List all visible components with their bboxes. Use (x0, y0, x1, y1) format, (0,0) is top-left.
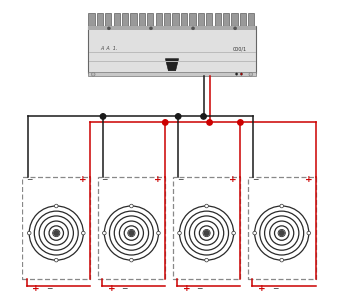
Text: −: − (177, 175, 183, 184)
Bar (130, 13, 137, 26)
Circle shape (249, 72, 252, 76)
Text: +: + (229, 175, 237, 184)
Circle shape (178, 231, 181, 235)
Text: −: − (252, 175, 258, 184)
Bar (232, 13, 238, 26)
Circle shape (235, 73, 238, 75)
Circle shape (175, 114, 181, 119)
Circle shape (129, 230, 134, 236)
Bar (198, 13, 204, 26)
Circle shape (238, 120, 243, 125)
Circle shape (204, 230, 209, 236)
Circle shape (205, 204, 208, 208)
Circle shape (201, 114, 206, 119)
Circle shape (307, 231, 311, 235)
Circle shape (207, 120, 212, 125)
Circle shape (234, 27, 237, 30)
Text: +: + (183, 284, 190, 293)
Circle shape (232, 231, 235, 235)
Circle shape (92, 72, 95, 76)
Text: −: − (272, 284, 278, 293)
Bar (172, 13, 179, 26)
Text: +: + (79, 175, 87, 184)
Circle shape (103, 231, 106, 235)
Circle shape (54, 204, 58, 208)
Circle shape (280, 204, 283, 208)
Bar (181, 13, 187, 26)
Bar (147, 13, 153, 26)
Bar (139, 13, 145, 26)
Text: −: − (101, 175, 108, 184)
Text: −: − (197, 284, 203, 293)
Bar (98, 177, 165, 279)
Text: +: + (32, 284, 40, 293)
Bar (88, 72, 256, 76)
Text: +: + (304, 175, 312, 184)
Circle shape (54, 258, 58, 262)
Circle shape (279, 230, 284, 236)
Circle shape (205, 258, 208, 262)
Circle shape (130, 258, 133, 262)
Text: −: − (26, 175, 33, 184)
Text: −: − (46, 284, 53, 293)
Bar (88, 26, 256, 73)
Circle shape (100, 114, 106, 119)
Circle shape (280, 258, 283, 262)
Bar (240, 13, 246, 26)
Bar (164, 13, 170, 26)
Bar (105, 13, 111, 26)
Bar (122, 13, 128, 26)
Circle shape (28, 231, 31, 235)
Bar (248, 13, 255, 26)
Circle shape (157, 231, 160, 235)
Text: +: + (108, 284, 115, 293)
Circle shape (162, 120, 168, 125)
Circle shape (107, 27, 110, 30)
Bar (206, 13, 212, 26)
Circle shape (149, 27, 152, 30)
Bar (97, 13, 103, 26)
Circle shape (130, 204, 133, 208)
Bar (173, 177, 240, 279)
Text: A  A  1.: A A 1. (100, 46, 117, 51)
Circle shape (253, 231, 257, 235)
Text: +: + (258, 284, 266, 293)
Circle shape (240, 73, 243, 75)
Bar (248, 177, 315, 279)
Bar (114, 13, 120, 26)
Circle shape (54, 230, 59, 236)
Polygon shape (165, 59, 179, 71)
Bar (189, 13, 196, 26)
Bar (88, 26, 256, 31)
Bar (88, 13, 95, 26)
Text: 000/1: 000/1 (233, 46, 247, 51)
Bar (22, 177, 90, 279)
Circle shape (82, 231, 85, 235)
Text: +: + (154, 175, 162, 184)
Bar (215, 13, 221, 26)
Circle shape (192, 27, 195, 30)
Text: −: − (121, 284, 128, 293)
Bar (223, 13, 229, 26)
Bar (155, 13, 162, 26)
